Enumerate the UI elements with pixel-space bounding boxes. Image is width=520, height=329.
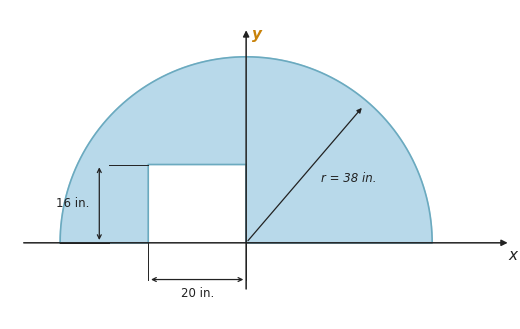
- Text: 20 in.: 20 in.: [180, 287, 214, 300]
- Text: x: x: [508, 248, 517, 263]
- Text: 16 in.: 16 in.: [56, 197, 89, 210]
- Text: y: y: [252, 27, 262, 42]
- Text: r = 38 in.: r = 38 in.: [320, 172, 376, 185]
- Polygon shape: [60, 57, 432, 243]
